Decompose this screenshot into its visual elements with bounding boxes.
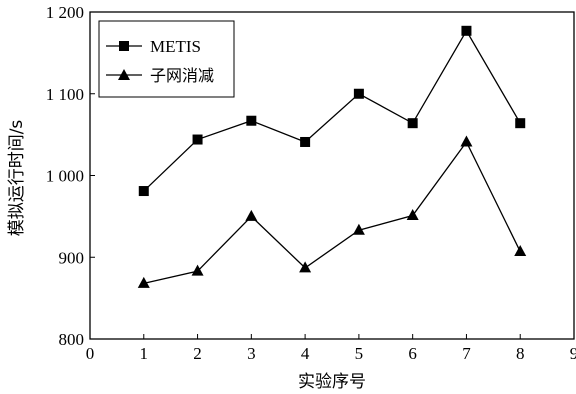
y-tick-label: 800 bbox=[59, 330, 85, 349]
data-point-triangle bbox=[406, 209, 419, 221]
series-line bbox=[143, 29, 521, 192]
series-line bbox=[143, 140, 521, 285]
x-tick-label: 2 bbox=[193, 344, 202, 363]
y-tick-label: 1 100 bbox=[46, 85, 84, 104]
data-point-square bbox=[246, 115, 257, 126]
data-point-triangle bbox=[460, 135, 473, 147]
x-tick-label: 8 bbox=[516, 344, 525, 363]
x-tick-label: 3 bbox=[247, 344, 256, 363]
data-point-square bbox=[515, 118, 526, 129]
legend-label-subnet: 子网消减 bbox=[150, 66, 214, 85]
data-point-triangle bbox=[352, 223, 365, 235]
x-tick-label: 7 bbox=[462, 344, 471, 363]
y-tick-label: 1 000 bbox=[46, 167, 84, 186]
legend-square-marker-icon bbox=[119, 41, 129, 51]
x-tick-label: 9 bbox=[570, 344, 576, 363]
y-tick-label: 1 200 bbox=[46, 3, 84, 22]
data-point-square bbox=[138, 186, 149, 197]
data-point-triangle bbox=[191, 264, 204, 276]
legend: METIS 子网消减 bbox=[98, 20, 235, 98]
data-point-triangle bbox=[137, 276, 150, 288]
data-point-square bbox=[192, 134, 203, 145]
y-axis-title: 模拟运行时间/s bbox=[7, 120, 27, 237]
x-tick-label: 1 bbox=[140, 344, 149, 363]
data-point-square bbox=[407, 118, 418, 129]
data-point-square bbox=[353, 88, 364, 99]
data-point-square bbox=[461, 25, 472, 36]
x-tick-label: 5 bbox=[355, 344, 364, 363]
data-point-triangle bbox=[514, 245, 527, 257]
x-tick-label: 0 bbox=[86, 344, 95, 363]
data-point-triangle bbox=[299, 261, 312, 273]
series-subnet-reduction bbox=[137, 135, 527, 288]
legend-label-metis: METIS bbox=[150, 37, 201, 56]
legend-box bbox=[98, 20, 235, 98]
x-tick-label: 6 bbox=[408, 344, 417, 363]
series-group bbox=[137, 25, 527, 288]
x-tick-label: 4 bbox=[301, 344, 310, 363]
data-point-square bbox=[300, 136, 311, 147]
y-tick-label: 900 bbox=[59, 248, 85, 267]
data-point-triangle bbox=[245, 209, 258, 221]
x-axis-title: 实验序号 bbox=[298, 372, 366, 392]
ticks: 0 1 2 3 4 5 6 7 8 9 800 900 1 000 1 100 1 200 bbox=[46, 3, 576, 363]
series-metis bbox=[138, 25, 526, 197]
legend-triangle-marker-icon bbox=[118, 69, 130, 80]
